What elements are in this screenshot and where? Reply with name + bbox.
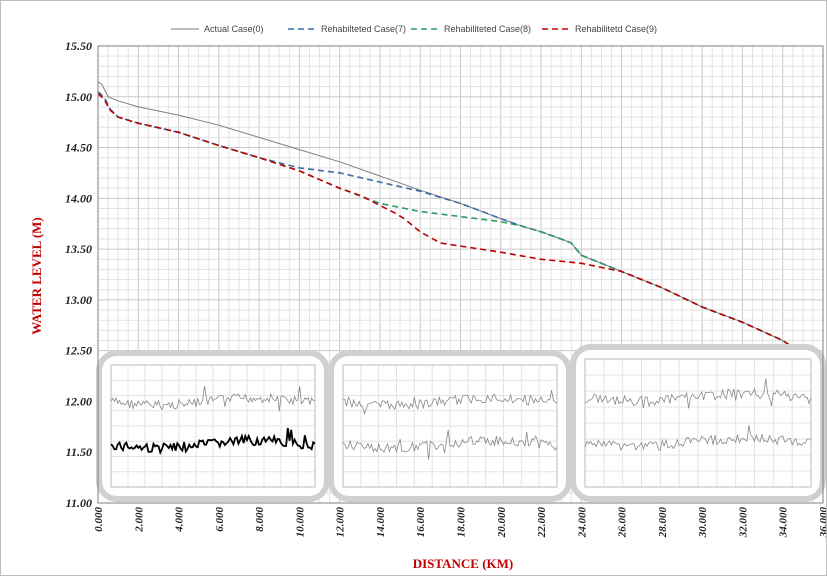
y-axis-title: WATER LEVEL (M) [29,217,44,335]
y-tick-labels: 15.50 15.00 14.50 14.00 13.50 13.00 12.50 12.00… [65,39,92,510]
inset-line [584,425,812,452]
y-tick-label: 14.50 [65,141,92,155]
series-line-1 [97,81,814,362]
inset-border [584,358,812,488]
x-tick-label: 20.000 [496,507,508,539]
series-line-4 [97,93,814,362]
inset-line [342,390,558,415]
x-tick-label: 12.000 [335,507,347,538]
x-tick-label: 8.000 [254,507,266,532]
inset-line [584,378,812,409]
inset-chart-2 [328,350,572,502]
y-tick-label: 12.50 [65,344,92,358]
x-tick-label: 32.000 [737,507,749,539]
x-tick-label: 36.000 [818,507,826,539]
y-tick-label: 15.50 [65,39,92,53]
x-tick-label: 26.000 [617,507,629,539]
inset-chart-1 [96,350,330,502]
x-tick-label: 2.000 [133,507,145,533]
x-tick-label: 0.000 [93,507,105,532]
inset-line [110,427,316,456]
x-tick-label: 24.000 [576,507,588,539]
legend-label-1: Actual Case(0) [204,24,264,34]
y-tick-label: 11.00 [66,496,92,510]
y-tick-label: 13.50 [65,242,92,256]
y-tick-label: 11.50 [66,445,92,459]
legend-label-3: Rehabiliteted Case(8) [444,24,531,34]
x-tick-labels: 0.000 2.000 4.000 6.000 8.000 10.000 12.000 14.… [93,507,826,539]
legend: Actual Case(0) Rehabilteted Case(7) Rehabi… [171,24,657,34]
x-tick-label: 6.000 [214,507,226,532]
legend-label-2: Rehabilteted Case(7) [321,24,406,34]
y-tick-label: 15.00 [65,90,92,104]
inset-chart-3 [570,344,826,502]
y-tick-label: 12.00 [65,394,92,408]
x-tick-label: 10.000 [294,507,306,538]
inset-line [342,429,558,460]
x-tick-label: 34.000 [778,507,790,539]
x-tick-label: 28.000 [657,507,669,539]
y-tick-label: 14.00 [65,191,92,205]
x-tick-label: 18.000 [456,507,468,538]
series-line-3 [97,93,814,362]
series-layer [97,81,814,362]
x-tick-label: 30.000 [697,507,709,539]
plot-border [97,45,824,504]
insets-layer [96,344,826,502]
inset-line [110,385,316,412]
x-tick-label: 16.000 [415,507,427,538]
y-tick-label: 13.00 [65,293,92,307]
x-axis-title: DISTANCE (KM) [413,556,514,571]
inset-border [110,364,316,488]
x-tick-label: 4.000 [174,507,186,533]
x-tick-label: 14.000 [375,507,387,538]
legend-label-4: Rehabilitetd Case(9) [575,24,657,34]
x-tick-label: 22.000 [536,507,548,539]
inset-border [342,364,558,488]
